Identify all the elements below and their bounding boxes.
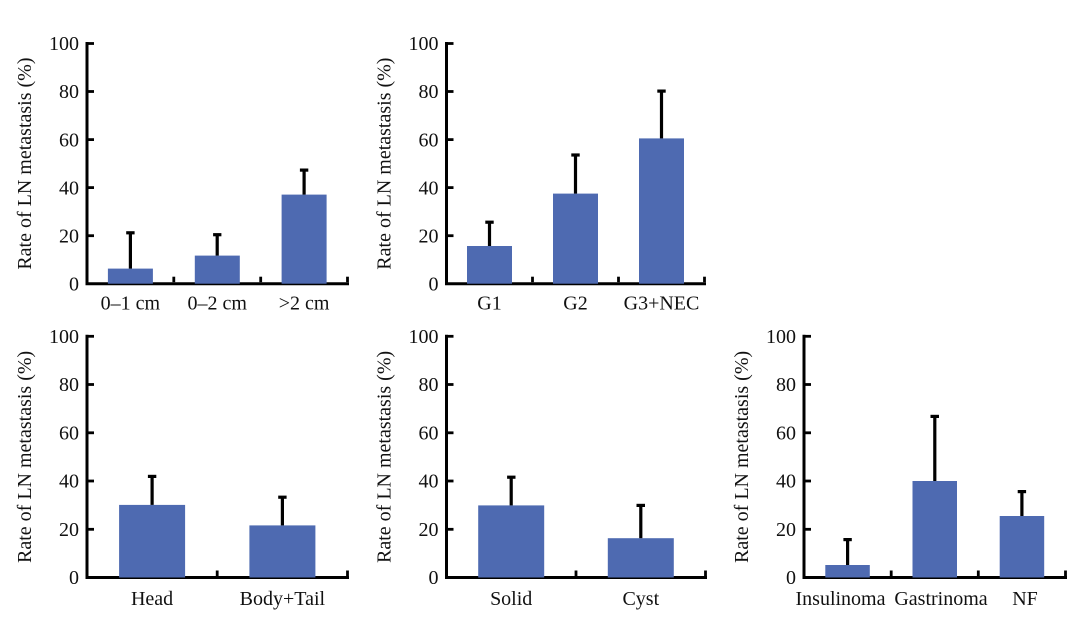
svg-text:60: 60 xyxy=(59,129,79,151)
svg-text:0: 0 xyxy=(429,567,439,589)
svg-text:20: 20 xyxy=(59,225,79,247)
svg-text:G3+NEC: G3+NEC xyxy=(624,293,700,315)
svg-text:80: 80 xyxy=(59,374,79,396)
svg-text:40: 40 xyxy=(419,471,439,493)
svg-text:60: 60 xyxy=(776,423,796,445)
svg-text:Rate of LN metastasis (%): Rate of LN metastasis (%) xyxy=(374,351,396,563)
svg-text:0–1 cm: 0–1 cm xyxy=(101,293,161,315)
svg-text:60: 60 xyxy=(59,423,79,445)
svg-text:100: 100 xyxy=(409,33,439,55)
svg-text:80: 80 xyxy=(419,81,439,103)
svg-text:20: 20 xyxy=(419,225,439,247)
svg-text:>2 cm: >2 cm xyxy=(279,293,330,315)
svg-text:40: 40 xyxy=(59,177,79,199)
svg-text:Rate of LN metastasis (%): Rate of LN metastasis (%) xyxy=(731,351,753,563)
svg-text:0: 0 xyxy=(69,273,79,295)
svg-text:NF: NF xyxy=(1012,588,1038,610)
svg-text:40: 40 xyxy=(776,471,796,493)
svg-text:Gastrinoma: Gastrinoma xyxy=(894,588,987,610)
svg-text:Body+Tail: Body+Tail xyxy=(240,588,326,610)
svg-text:100: 100 xyxy=(49,33,79,55)
svg-text:0–2 cm: 0–2 cm xyxy=(187,293,247,315)
svg-text:60: 60 xyxy=(419,129,439,151)
svg-text:Rate of LN metastasis (%): Rate of LN metastasis (%) xyxy=(374,58,396,270)
svg-text:Cyst: Cyst xyxy=(622,588,659,610)
svg-text:0: 0 xyxy=(429,273,439,295)
svg-text:G2: G2 xyxy=(563,293,587,315)
svg-text:80: 80 xyxy=(419,374,439,396)
svg-text:40: 40 xyxy=(59,471,79,493)
svg-text:0: 0 xyxy=(69,567,79,589)
svg-text:20: 20 xyxy=(59,519,79,541)
svg-text:100: 100 xyxy=(409,326,439,348)
svg-text:Head: Head xyxy=(131,588,173,610)
svg-text:40: 40 xyxy=(419,177,439,199)
svg-text:0: 0 xyxy=(786,567,796,589)
svg-text:100: 100 xyxy=(49,326,79,348)
svg-text:Rate of LN metastasis (%): Rate of LN metastasis (%) xyxy=(14,58,36,270)
svg-text:Insulinoma: Insulinoma xyxy=(796,588,886,610)
svg-text:Rate of LN metastasis (%): Rate of LN metastasis (%) xyxy=(14,351,36,563)
svg-text:20: 20 xyxy=(419,519,439,541)
svg-text:60: 60 xyxy=(419,423,439,445)
svg-text:100: 100 xyxy=(766,326,796,348)
svg-text:G1: G1 xyxy=(477,293,501,315)
svg-text:80: 80 xyxy=(59,81,79,103)
svg-text:20: 20 xyxy=(776,519,796,541)
svg-text:80: 80 xyxy=(776,374,796,396)
svg-text:Solid: Solid xyxy=(490,588,532,610)
